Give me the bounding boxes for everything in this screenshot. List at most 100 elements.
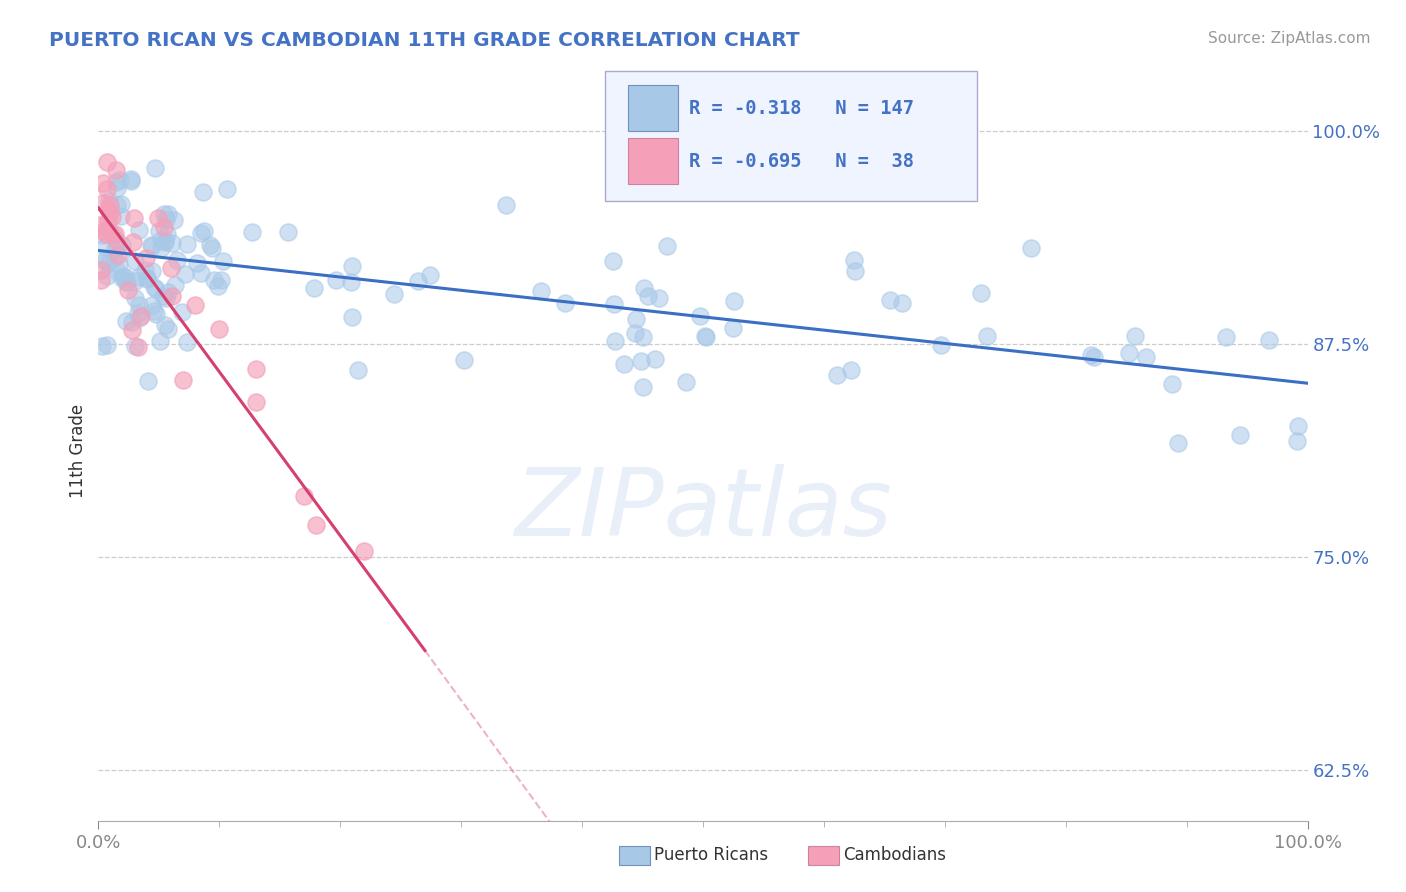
Point (156, 227, 179, 242)
Text: Puerto Ricans: Puerto Ricans (654, 847, 768, 864)
Point (190, 266, 212, 280)
Point (121, 323, 143, 337)
Point (603, 334, 626, 348)
Point (200, 238, 222, 252)
Point (1083, 350, 1105, 364)
Point (346, 363, 368, 377)
Point (105, 233, 128, 247)
Y-axis label: 11th Grade: 11th Grade (69, 403, 87, 498)
Point (117, 283, 139, 297)
Point (153, 219, 176, 234)
Point (104, 241, 127, 255)
Text: R = -0.695   N =  38: R = -0.695 N = 38 (689, 152, 914, 171)
Point (163, 213, 186, 227)
Point (630, 353, 652, 368)
Point (141, 297, 163, 311)
Point (145, 282, 167, 296)
Point (96, 182, 118, 196)
Point (723, 293, 745, 308)
Point (209, 272, 232, 286)
Point (91, 196, 114, 211)
Point (172, 373, 194, 387)
Point (530, 284, 553, 298)
Point (143, 280, 166, 294)
Point (342, 259, 364, 273)
Point (103, 227, 125, 242)
Point (277, 225, 299, 239)
Point (139, 237, 162, 252)
Text: PUERTO RICAN VS CAMBODIAN 11TH GRADE CORRELATION CHART: PUERTO RICAN VS CAMBODIAN 11TH GRADE COR… (49, 31, 800, 50)
Point (127, 306, 149, 320)
Point (94, 240, 117, 254)
Point (108, 173, 131, 187)
Point (134, 263, 156, 277)
Point (96, 227, 118, 242)
Point (128, 298, 150, 312)
Text: Cambodians: Cambodians (844, 847, 946, 864)
Point (159, 261, 181, 276)
Point (124, 254, 146, 268)
Point (114, 270, 136, 285)
Point (176, 335, 198, 350)
Point (153, 235, 176, 250)
Point (124, 274, 146, 288)
Point (406, 274, 429, 288)
Point (149, 241, 172, 255)
Point (117, 276, 139, 290)
Point (163, 277, 186, 292)
Point (108, 256, 131, 270)
Point (98, 206, 121, 220)
Point (624, 326, 647, 341)
Point (148, 224, 170, 238)
Point (160, 289, 183, 303)
Point (98, 256, 121, 270)
Point (149, 334, 172, 349)
Point (157, 207, 180, 221)
Point (1160, 376, 1182, 391)
Point (245, 394, 267, 409)
Point (382, 287, 405, 301)
Point (340, 275, 363, 289)
Point (844, 264, 866, 278)
Text: R = -0.318   N = 147: R = -0.318 N = 147 (689, 99, 914, 118)
Point (105, 264, 128, 278)
Point (107, 248, 129, 262)
Point (340, 310, 363, 324)
Point (353, 544, 375, 558)
Point (111, 268, 134, 283)
Point (626, 186, 648, 200)
Point (104, 227, 127, 242)
Point (215, 182, 238, 196)
Point (1118, 345, 1140, 359)
Point (104, 175, 127, 189)
Point (143, 161, 166, 176)
Point (970, 285, 993, 300)
Point (245, 362, 267, 376)
Point (124, 291, 146, 305)
Point (96, 338, 118, 352)
Text: Source: ZipAtlas.com: Source: ZipAtlas.com (1208, 31, 1371, 46)
Point (1286, 434, 1309, 448)
Point (891, 296, 914, 310)
Point (176, 236, 198, 251)
Point (976, 328, 998, 343)
Point (136, 270, 159, 285)
Point (111, 271, 134, 285)
Point (105, 197, 128, 211)
Point (655, 239, 678, 253)
Point (1286, 419, 1309, 434)
Point (723, 321, 745, 335)
Point (637, 289, 659, 303)
Point (96, 269, 118, 284)
Text: ZIPatlas: ZIPatlas (515, 464, 891, 555)
Point (97, 194, 120, 209)
Point (842, 252, 865, 267)
Point (94, 253, 117, 268)
Point (90, 273, 112, 287)
Point (1080, 348, 1102, 362)
Point (96, 255, 118, 269)
Point (97, 214, 120, 228)
Point (105, 163, 128, 178)
Point (110, 197, 132, 211)
Point (110, 210, 132, 224)
